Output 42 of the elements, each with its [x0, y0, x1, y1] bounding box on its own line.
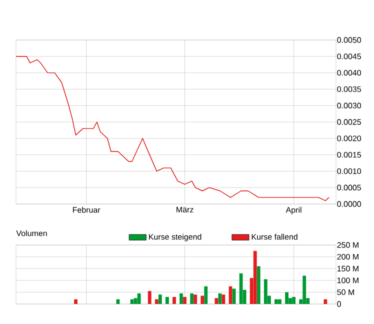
y-tick-label: 0.0050 — [337, 37, 362, 43]
y-tick-label: 100 M — [337, 278, 358, 284]
bar — [158, 294, 162, 304]
bar — [292, 296, 296, 304]
x-tick-label: April — [286, 206, 302, 214]
y-tick-label: 0.0035 — [337, 86, 361, 92]
y-tick-label: 0.0040 — [337, 70, 362, 76]
y-tick-label: 150 M — [337, 266, 358, 272]
bar — [302, 276, 306, 304]
chart-title: Volumen — [16, 230, 47, 236]
legend-label: Kurse fallend — [252, 234, 298, 240]
y-tick-label: 0.0045 — [337, 54, 361, 60]
bar — [148, 291, 152, 304]
bar — [166, 296, 169, 304]
bar — [239, 273, 243, 304]
bar — [194, 294, 198, 304]
x-tick-label: Februar — [72, 206, 100, 213]
y-tick-label: 0.0000 — [337, 201, 362, 207]
bar — [285, 292, 288, 304]
bar — [214, 298, 218, 304]
legend-label: Kurse steigend — [149, 234, 202, 242]
bar — [74, 299, 78, 304]
bar — [274, 299, 278, 304]
y-tick-label: 200 M — [337, 254, 358, 260]
y-tick-label: 0.0025 — [337, 119, 361, 125]
bar — [137, 293, 141, 304]
bar — [180, 293, 183, 304]
y-tick-label: 50 M — [337, 289, 354, 296]
y-tick-label: 0.0020 — [337, 136, 362, 142]
bar — [256, 266, 260, 304]
y-tick-label: 250 M — [337, 242, 358, 248]
y-tick-label: 0.0005 — [337, 184, 361, 190]
bar — [278, 299, 282, 304]
y-tick-label: 0.0010 — [337, 168, 362, 174]
y-tick-label: 0.0015 — [337, 152, 361, 158]
bar — [253, 250, 257, 304]
bar — [183, 296, 186, 304]
y-tick-label: 0 — [337, 301, 342, 307]
bar — [200, 296, 204, 304]
y-tick-label: 0.0030 — [337, 102, 362, 108]
x-tick-label: März — [176, 206, 194, 212]
bar — [264, 279, 268, 304]
